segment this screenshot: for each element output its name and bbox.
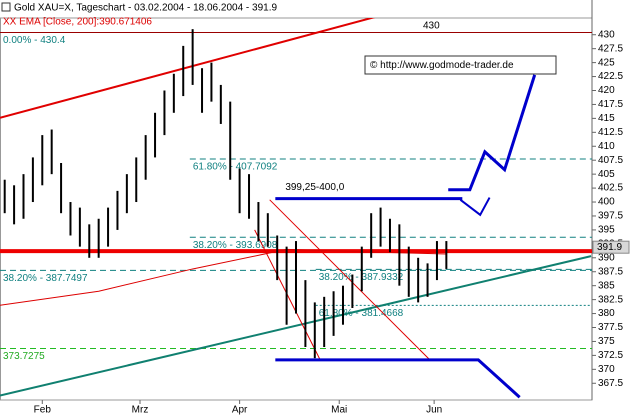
y-tick-label: 385 <box>598 280 615 291</box>
y-tick-label: 420 <box>598 85 615 96</box>
chart-title: Gold XAU=X, Tageschart - 03.02.2004 - 18… <box>14 3 277 14</box>
y-tick-label: 415 <box>598 113 615 124</box>
y-tick-label: 410 <box>598 141 615 152</box>
title-icon <box>1 2 11 12</box>
y-tick-label: 412.5 <box>598 127 623 138</box>
y-tick-label: 367.5 <box>598 378 623 389</box>
annotation: 399,25-400,0 <box>285 182 344 193</box>
level-label: 38.20% - 393.6908 <box>193 240 278 251</box>
x-tick-label: Mrz <box>132 405 149 416</box>
y-tick-label: 417.5 <box>598 99 623 110</box>
y-tick-label: 405 <box>598 169 615 180</box>
y-tick-label: 387.5 <box>598 266 623 277</box>
last-price-box <box>592 240 630 254</box>
y-tick-label: 427.5 <box>598 43 623 54</box>
copyright-box <box>364 55 557 75</box>
trend-drawing <box>448 74 537 192</box>
level-label: 373.7275 <box>3 351 45 362</box>
annotation: 430 <box>423 20 440 31</box>
y-tick-label: 370 <box>598 364 615 375</box>
y-tick-label: 395 <box>598 225 615 236</box>
trend-drawing <box>0 255 592 397</box>
trend-drawing <box>0 18 376 119</box>
last-price-label: 391.9 <box>597 242 622 253</box>
y-tick-label: 382.5 <box>598 294 623 305</box>
indicator-label: XX EMA [Close, 200]:390.671406 <box>3 17 152 28</box>
y-tick-label: 430 <box>598 29 615 40</box>
y-tick-label: 400 <box>598 197 615 208</box>
y-tick-label: 372.5 <box>598 350 623 361</box>
level-label: 61.80% - 381.4668 <box>319 308 404 319</box>
y-tick-label: 390 <box>598 252 615 263</box>
level-label: 61.80% - 407.7092 <box>193 162 278 173</box>
trend-drawing <box>269 199 431 361</box>
level-label: 0.00% - 430.4 <box>3 35 66 46</box>
y-tick-label: 397.5 <box>598 211 623 222</box>
y-tick-label: 380 <box>598 308 615 319</box>
y-tick-label: 407.5 <box>598 155 623 166</box>
copyright: © http://www.godmode-trader.de <box>370 60 514 71</box>
plot-area: 0.00% - 430.4 61.80% - 407.7092 38.20% - 3… <box>0 18 592 399</box>
y-tick-label: 402.5 <box>598 183 623 194</box>
x-tick-label: Feb <box>34 405 52 416</box>
x-tick-label: Mai <box>331 405 347 416</box>
trend-drawing <box>275 358 521 399</box>
trend-drawing <box>459 197 491 217</box>
y-tick-label: 422.5 <box>598 71 623 82</box>
y-tick-label: 377.5 <box>598 322 623 333</box>
y-tick-label: 425 <box>598 57 615 68</box>
x-tick-label: Jun <box>426 405 442 416</box>
ema-line <box>0 248 447 306</box>
y-tick-label: 375 <box>598 336 615 347</box>
level-label: 38.20% - 387.7497 <box>3 273 88 284</box>
x-tick-label: Apr <box>232 405 248 416</box>
